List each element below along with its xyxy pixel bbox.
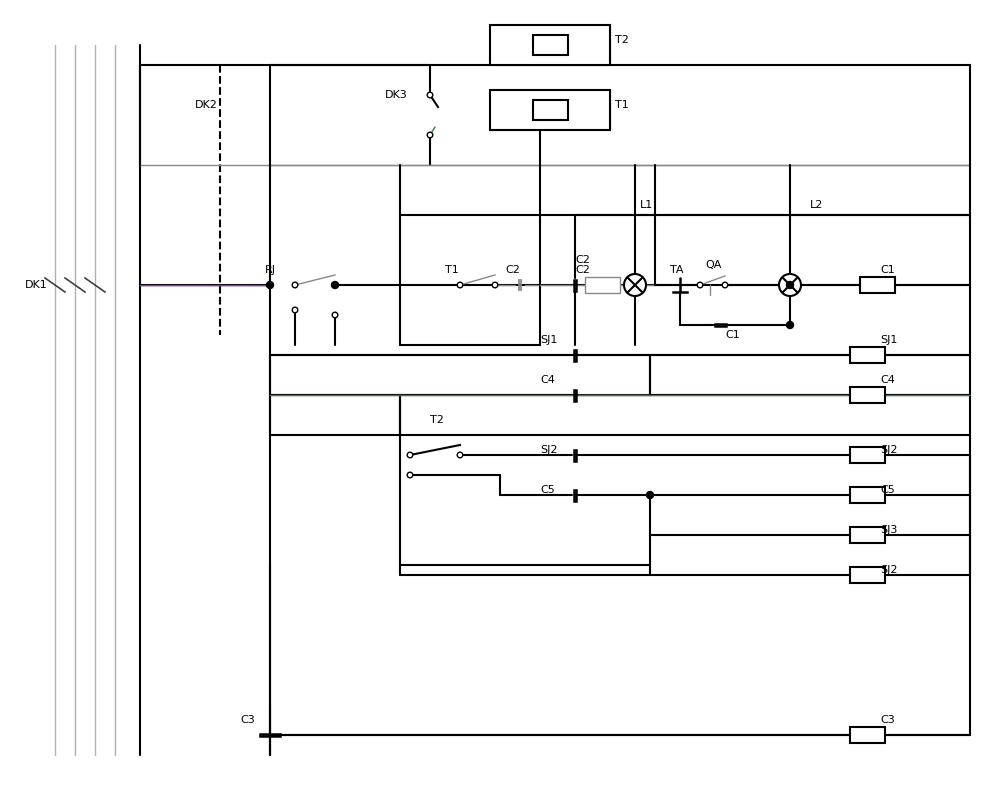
- Text: SJ2: SJ2: [540, 445, 558, 455]
- Text: L1: L1: [640, 200, 653, 210]
- Text: SJ2: SJ2: [880, 445, 898, 455]
- Bar: [532, 100, 568, 120]
- Bar: [860, 277, 895, 293]
- Text: T2: T2: [430, 415, 444, 425]
- Bar: [850, 527, 885, 543]
- Text: SJ3: SJ3: [880, 525, 897, 535]
- Circle shape: [332, 312, 338, 318]
- Text: T1: T1: [445, 265, 459, 275]
- Text: QA: QA: [705, 260, 721, 270]
- Circle shape: [427, 92, 433, 98]
- Bar: [585, 277, 620, 293]
- Circle shape: [722, 282, 728, 288]
- Bar: [850, 447, 885, 463]
- Circle shape: [624, 274, 646, 296]
- Text: C2: C2: [575, 265, 590, 275]
- Text: SJ2: SJ2: [880, 565, 898, 575]
- Text: RJ: RJ: [265, 265, 276, 275]
- Bar: [850, 567, 885, 583]
- Circle shape: [492, 282, 498, 288]
- Circle shape: [457, 452, 463, 458]
- Text: C4: C4: [540, 375, 555, 385]
- Bar: [490, 90, 610, 130]
- Text: C1: C1: [725, 330, 740, 340]
- Circle shape: [697, 282, 703, 288]
- Circle shape: [332, 282, 338, 289]
- Bar: [850, 347, 885, 363]
- Bar: [850, 387, 885, 403]
- Text: C1: C1: [880, 265, 895, 275]
- Text: SJ1: SJ1: [540, 335, 557, 345]
- Bar: [850, 487, 885, 503]
- Text: C5: C5: [540, 485, 555, 495]
- Text: C3: C3: [880, 715, 895, 725]
- Circle shape: [407, 473, 413, 478]
- Text: SJ1: SJ1: [880, 335, 897, 345]
- Circle shape: [786, 282, 794, 289]
- Text: T2: T2: [615, 35, 629, 45]
- Circle shape: [646, 491, 654, 498]
- Circle shape: [292, 307, 298, 312]
- Bar: [850, 727, 885, 743]
- Circle shape: [266, 282, 274, 289]
- Text: C2: C2: [505, 265, 520, 275]
- Text: DK3: DK3: [385, 90, 408, 100]
- Text: C2: C2: [575, 255, 590, 265]
- Circle shape: [786, 322, 794, 328]
- Bar: [490, 25, 610, 65]
- Text: DK1: DK1: [25, 280, 48, 290]
- Circle shape: [427, 132, 433, 138]
- Circle shape: [779, 274, 801, 296]
- Text: C3: C3: [240, 715, 255, 725]
- Text: L2: L2: [810, 200, 823, 210]
- Circle shape: [292, 282, 298, 288]
- Text: C4: C4: [880, 375, 895, 385]
- Text: C5: C5: [880, 485, 895, 495]
- Text: T1: T1: [615, 100, 629, 110]
- Circle shape: [332, 282, 338, 288]
- Bar: [532, 35, 568, 55]
- Circle shape: [407, 452, 413, 458]
- Text: DK2: DK2: [195, 100, 218, 110]
- Circle shape: [457, 282, 463, 288]
- Text: TA: TA: [670, 265, 684, 275]
